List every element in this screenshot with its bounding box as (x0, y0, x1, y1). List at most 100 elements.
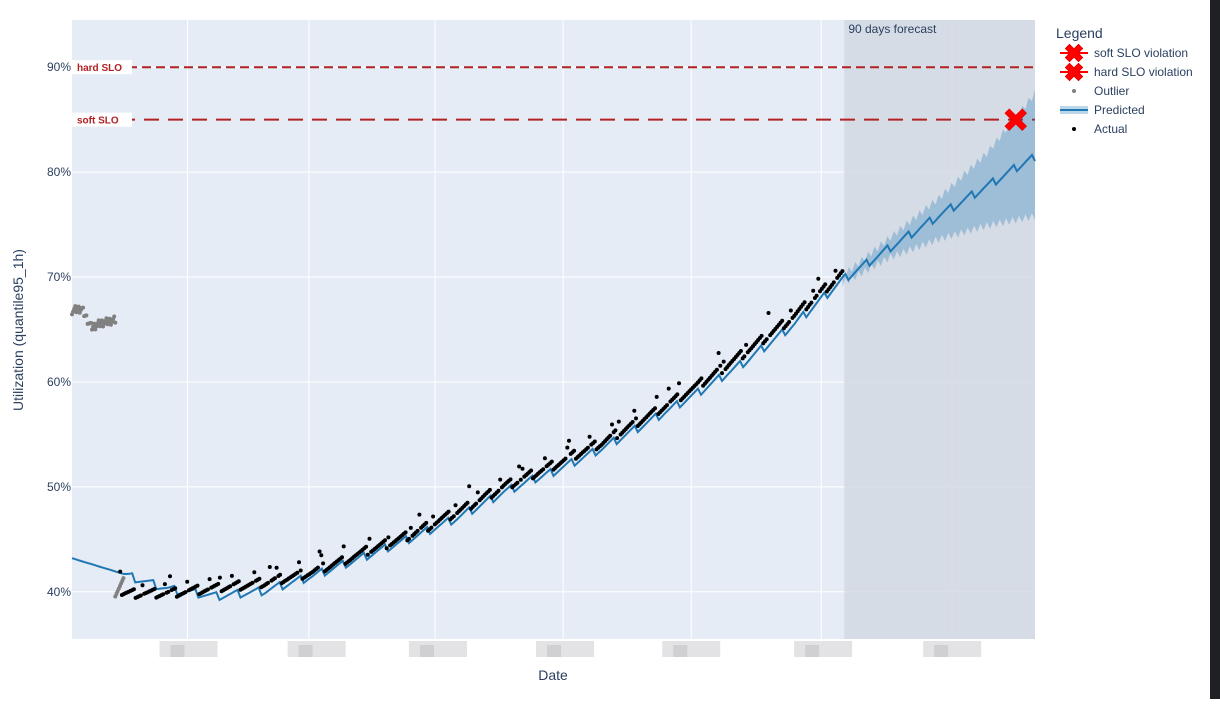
x-tick-redacted (170, 645, 185, 657)
actual-point (716, 351, 721, 355)
actual-point (764, 337, 769, 342)
actual-point (278, 572, 283, 577)
actual-point (474, 501, 479, 506)
x-tick-redacted (287, 641, 346, 657)
actual-point (341, 544, 346, 549)
actual-point (515, 480, 520, 485)
outlier-point (97, 324, 102, 329)
actual-point (653, 406, 657, 411)
legend-x-icon (1064, 43, 1084, 63)
actual-point (714, 367, 719, 372)
actual-point (367, 536, 372, 541)
actual-point (467, 484, 472, 489)
violation-marker (1004, 108, 1028, 132)
actual-point (766, 311, 771, 315)
actual-point (465, 500, 470, 505)
legend-item-predicted: Predicted (1060, 103, 1145, 117)
actual-point (520, 466, 525, 471)
legend-item-outlier: Outlier (1072, 84, 1129, 98)
outlier-point (112, 314, 117, 319)
x-tick-redacted (673, 645, 688, 657)
legend-title: Legend (1056, 25, 1103, 41)
actual-point (407, 536, 411, 541)
y-tick-label: 80% (47, 165, 71, 179)
x-tick-redacted (662, 641, 721, 657)
forecast-region (844, 20, 1035, 639)
actual-point (267, 565, 272, 569)
actual-point (216, 581, 221, 586)
actual-point (572, 448, 577, 453)
actual-point (608, 433, 613, 438)
actual-point (272, 576, 277, 581)
legend-label: Outlier (1094, 84, 1129, 98)
y-axis-title: Utilization (quantile95_1h) (10, 249, 26, 411)
actual-point (585, 445, 590, 450)
x-tick-redacted (547, 645, 562, 657)
x-tick-redacted (298, 645, 313, 657)
outlier-point (95, 321, 100, 326)
legend-item-soft_violation: soft SLO violation (1060, 43, 1188, 63)
outlier-point (81, 305, 86, 310)
actual-point (567, 438, 571, 443)
x-tick-redacted (159, 641, 218, 657)
actual-point (365, 552, 370, 557)
x-tick-redacted (923, 641, 982, 657)
y-tick-label: 90% (47, 60, 71, 74)
actual-point (152, 587, 157, 591)
actual-point (298, 568, 303, 573)
actual-point (613, 428, 618, 433)
actual-point (266, 580, 270, 585)
actual-point (610, 422, 614, 427)
actual-point (321, 561, 326, 566)
outlier-point (100, 318, 104, 323)
actual-point (809, 300, 814, 305)
y-tick-label: 70% (47, 270, 71, 284)
actual-point (742, 354, 747, 359)
actual-point (529, 468, 534, 473)
actual-point (654, 394, 659, 399)
outlier-point (121, 576, 126, 581)
x-tick-redacted (408, 641, 467, 657)
forecast-label: 90 days forecast (848, 22, 937, 36)
legend-label: Predicted (1094, 103, 1145, 117)
actual-point (138, 593, 143, 598)
actual-point (632, 408, 637, 413)
actual-point (183, 590, 188, 595)
actual-point (162, 582, 167, 587)
actual-point (563, 456, 568, 461)
legend: Legend soft SLO violation hard SLO violati… (1056, 25, 1193, 136)
actual-point (780, 318, 785, 323)
actual-point (217, 575, 222, 580)
actual-point (297, 560, 301, 565)
y-tick-label: 60% (47, 375, 71, 389)
actual-point (802, 300, 807, 305)
actual-point (677, 381, 681, 386)
legend-item-actual: Actual (1072, 122, 1127, 136)
actual-point (517, 464, 522, 469)
actual-point (131, 587, 136, 592)
actual-point (475, 490, 480, 495)
actual-point (431, 514, 436, 519)
actual-point (759, 333, 764, 338)
actual-point (274, 565, 279, 570)
actual-point (549, 459, 554, 464)
actual-point (508, 477, 513, 482)
actual-point (744, 342, 749, 347)
legend-x-icon (1064, 62, 1084, 82)
outlier-point (96, 318, 101, 323)
x-tick-redacted (794, 641, 853, 657)
legend-label: soft SLO violation (1094, 46, 1188, 60)
actual-point (699, 376, 704, 381)
outlier-point (88, 320, 93, 325)
actual-point (666, 386, 671, 391)
outlier-point (107, 316, 112, 321)
y-tick-label: 40% (47, 585, 71, 599)
actual-point (228, 584, 233, 589)
actual-point (496, 488, 501, 493)
actual-point (236, 579, 241, 584)
window-edge (1210, 0, 1220, 699)
actual-point (831, 280, 836, 285)
actual-point (720, 371, 724, 376)
threshold-label-bg (72, 60, 132, 75)
actual-point (487, 487, 492, 492)
